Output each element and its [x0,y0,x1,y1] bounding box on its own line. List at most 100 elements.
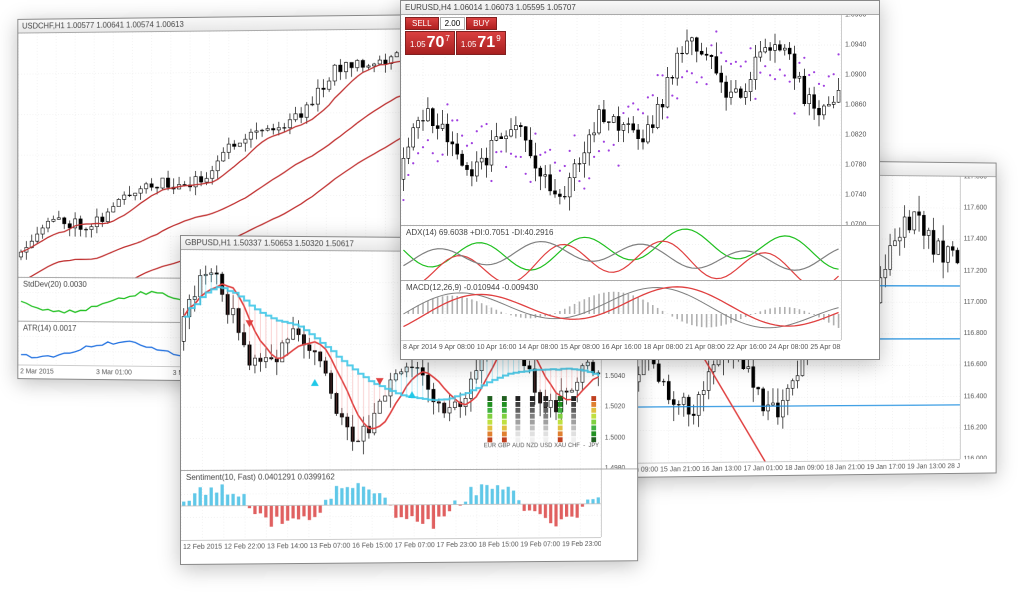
x-tick: 17 Jan 01:00 [742,465,783,472]
x-tick: 18 Jan 21:00 [824,464,865,471]
strength-col: NZD [526,396,538,449]
strength-label: AUD [512,443,524,449]
y-tick: 1.0820 [845,132,866,139]
y-tick: 1.0980 [845,15,866,19]
strength-dot [544,431,549,436]
x-axis: 8 Apr 20149 Apr 08:0010 Apr 16:0014 Apr … [401,340,841,354]
strength-dot [572,425,577,430]
strength-dot [544,396,549,401]
y-tick: 116.600 [964,362,987,369]
x-tick: 18 Jan 09:00 [783,465,824,472]
strength-dot [516,414,521,419]
strength-dot [572,408,577,413]
y-tick: 1.0900 [845,72,866,79]
indicator-panel[interactable]: Sentiment(10, Fast) 0.0401291 0.0399162 [181,468,637,540]
y-tick: 117.600 [964,205,987,212]
strength-dot [488,420,493,425]
strength-dot [530,437,535,442]
x-tick: 8 Apr 2014 [401,344,437,351]
y-tick: 116.400 [964,393,987,400]
strength-dot [591,396,596,401]
strength-label: CHF [568,443,580,449]
y-tick: 1.5020 [605,404,625,411]
x-tick: 18 Feb 15:00 [477,542,519,549]
strength-dot [558,431,563,436]
strength-dot [530,414,535,419]
x-tick: 24 Apr 08:00 [767,344,809,351]
strength-dot [558,437,563,442]
x-tick: 18 Apr 08:00 [642,344,684,351]
y-tick: 116.800 [964,330,987,337]
strength-col: GBP [498,396,510,449]
strength-dot [502,420,507,425]
y-axis: 1.09801.09401.09001.08601.08201.07801.07… [841,15,879,225]
strength-dot [544,408,549,413]
strength-dot [502,426,507,431]
y-tick: 1.5000 [605,434,625,441]
indicator-panel[interactable]: ADX(14) 69.6038 +DI:0.7051 -DI:40.2916 [401,225,879,280]
strength-dot [502,402,507,407]
strength-dot [582,425,587,430]
x-tick: 19 Jan 13:00 [905,463,945,470]
x-tick: 19 Feb 07:00 [519,541,561,548]
strength-dot [488,396,493,401]
x-tick: 25 Apr 08:00 [808,344,841,351]
indicator-panel[interactable]: MACD(12,26,9) -0.010944 -0.009430 [401,280,879,340]
x-axis: 12 Feb 201512 Feb 22:0013 Feb 14:0013 Fe… [181,537,601,554]
strength-dot [516,396,521,401]
indicator-y-axis [841,226,879,280]
indicator-label: Sentiment(10, Fast) 0.0401291 0.0399162 [184,472,337,482]
strength-dot [591,414,596,419]
strength-dot [502,437,507,442]
strength-dot [516,431,521,436]
strength-dot [530,396,535,401]
strength-dot [488,408,493,413]
x-axis: 15 Jan 09:0015 Jan 21:0016 Jan 13:0017 J… [616,459,960,477]
strength-dot [488,432,493,437]
x-tick: 12 Feb 2015 [181,544,222,551]
y-tick: 117.400 [964,236,987,243]
strength-dot [558,426,563,431]
indicator-y-axis [601,469,637,538]
strength-dot [502,396,507,401]
chart-title: EURUSD,H4 1.06014 1.06073 1.05595 1.0570… [401,1,879,15]
indicator-label: MACD(12,26,9) -0.010944 -0.009430 [404,283,540,292]
strength-col: USD [540,396,552,449]
strength-label: GBP [498,443,510,449]
x-tick: 21 Apr 08:00 [683,344,725,351]
strength-dot [516,402,521,407]
trade-ticket: SELL2.00BUY 1.057071.05719 [405,17,506,55]
strength-dot [488,402,493,407]
x-tick: 13 Feb 07:00 [308,543,351,550]
y-tick: 1.0940 [845,42,866,49]
strength-label: XAU [554,443,566,449]
ask-price[interactable]: 1.05719 [456,31,506,55]
strength-dot [516,437,521,442]
y-tick: 117.000 [964,299,987,306]
strength-dot [502,414,507,419]
strength-col: AUD [512,396,524,449]
x-tick: 12 Feb 22:00 [222,543,265,550]
strength-dot [582,431,587,436]
bid-price[interactable]: 1.05707 [405,31,455,55]
x-tick: 19 Feb 23:00 [560,541,601,548]
strength-label: NZD [526,443,538,449]
x-tick: 15 Jan 21:00 [658,466,700,473]
strength-label: JPY [588,443,599,449]
strength-dot [582,408,587,413]
strength-col: XAU [554,396,566,449]
x-tick: 16 Apr 16:00 [600,344,642,351]
strength-label: - [583,443,585,449]
buy-button[interactable]: BUY [466,17,496,30]
y-tick: 116.000 [964,456,987,463]
x-tick: 15 Apr 08:00 [558,344,600,351]
x-tick: 9 Apr 08:00 [437,344,475,351]
indicator-label: ATR(14) 0.0017 [21,324,78,333]
x-tick: 2 Mar 2015 [18,368,94,376]
x-tick: 3 Mar 01:00 [94,369,171,377]
sell-button[interactable]: SELL [405,17,439,30]
strength-col: CHF [568,396,580,449]
strength-dot [516,408,521,413]
volume-input[interactable]: 2.00 [440,17,466,30]
x-tick: 16 Feb 15:00 [350,542,392,549]
